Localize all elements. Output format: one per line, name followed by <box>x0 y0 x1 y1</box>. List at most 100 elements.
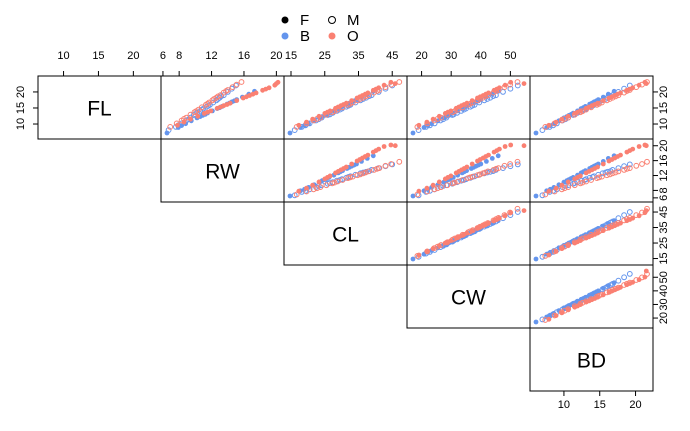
data-point-O-M <box>223 88 230 94</box>
data-point-O-M <box>374 165 380 172</box>
data-point-O-F <box>586 298 592 304</box>
data-point-O-F <box>586 234 592 240</box>
tick-label: 10 <box>658 118 670 130</box>
data-point-O-M <box>388 161 395 167</box>
data-point-O-M <box>331 179 338 186</box>
data-point-O-M <box>639 161 645 167</box>
data-point-O-M <box>588 177 594 183</box>
data-point-O-M <box>467 174 474 181</box>
data-point-O-F <box>456 234 462 240</box>
panel-points <box>533 79 650 136</box>
data-point-B-M <box>514 82 521 89</box>
data-point-O-F <box>627 148 633 154</box>
data-point-O-F <box>636 213 642 219</box>
data-point-O-M <box>490 167 497 173</box>
data-point-O-F <box>250 91 256 97</box>
data-point-O-F <box>615 91 620 97</box>
data-point-O-M <box>209 97 216 104</box>
data-point-O-F <box>565 307 571 313</box>
legend: F M B O <box>281 12 360 45</box>
data-point-O-F <box>615 286 620 291</box>
data-point-O-F <box>469 161 475 167</box>
data-point-O-F <box>592 232 598 237</box>
tick-label: 10 <box>15 118 27 130</box>
data-point-O-F <box>586 169 592 174</box>
data-point-O-F <box>565 113 571 119</box>
data-point-O-M <box>485 168 491 175</box>
variable-label-FL: FL <box>87 98 112 121</box>
data-point-O-F <box>600 161 606 167</box>
data-point-O-M <box>626 165 633 172</box>
data-point-O-M <box>211 96 217 102</box>
data-point-O-F <box>310 116 315 122</box>
data-point-O-F <box>521 208 527 214</box>
data-point-O-M <box>493 165 500 172</box>
data-point-B-M <box>415 127 422 134</box>
data-point-O-M <box>354 172 361 179</box>
tick-label: 15 <box>594 399 606 411</box>
tick-label: 25 <box>319 50 331 62</box>
data-point-O-F <box>521 81 527 86</box>
data-point-O-F <box>553 249 559 254</box>
data-point-B-F <box>547 312 553 318</box>
data-point-B-F <box>179 123 185 128</box>
tick-label: 10 <box>57 50 69 62</box>
data-point-O-F <box>436 243 442 249</box>
data-point-O-M <box>317 184 324 191</box>
tick-label: 20 <box>658 312 670 324</box>
data-point-B-F <box>410 130 416 136</box>
data-point-O-M <box>615 168 622 175</box>
panel-CW-BD <box>529 264 654 329</box>
data-point-O-F <box>310 182 315 188</box>
variable-label-BD: BD <box>577 350 606 373</box>
panel-FL-CL <box>283 75 408 140</box>
panel-points <box>410 142 527 199</box>
data-point-O-F <box>469 98 475 103</box>
data-point-B-F <box>533 193 539 199</box>
data-point-O-F <box>615 222 620 227</box>
data-point-B-M <box>507 85 514 92</box>
data-point-O-M <box>514 79 521 85</box>
variable-label-RW: RW <box>205 161 240 184</box>
tick-label: 30 <box>445 50 457 62</box>
tick-label: 20 <box>629 399 641 411</box>
tick-label: 50 <box>658 271 670 283</box>
panel-points <box>533 268 650 325</box>
panel-FL-CW <box>406 75 531 140</box>
data-point-O-F <box>304 185 309 191</box>
data-point-O-F <box>224 102 230 107</box>
tick-label: 40 <box>475 50 487 62</box>
data-point-O-M <box>633 162 640 169</box>
data-point-O-F <box>609 157 615 162</box>
panel-frame <box>283 138 408 203</box>
data-point-O-M <box>609 170 616 177</box>
data-point-B-M <box>539 316 546 323</box>
data-point-O-F <box>430 182 436 188</box>
panel-RW-RW: RW <box>160 138 285 203</box>
data-point-O-F <box>586 104 592 110</box>
data-point-O-M <box>396 158 403 165</box>
data-point-B-F <box>593 289 599 295</box>
data-point-O-M <box>215 93 221 100</box>
data-point-O-M <box>444 182 451 189</box>
data-point-O-M <box>365 168 372 175</box>
data-point-O-M <box>542 191 549 198</box>
data-point-O-M <box>599 173 605 180</box>
data-point-O-F <box>424 249 430 254</box>
data-point-O-M <box>621 167 627 173</box>
panel-CL-BD <box>529 201 654 266</box>
data-point-B-F <box>410 193 416 199</box>
data-point-O-F <box>477 224 483 230</box>
data-point-O-F <box>559 182 565 188</box>
data-point-O-F <box>461 102 467 107</box>
panel-FL-FL: FL <box>37 75 162 140</box>
data-point-O-F <box>643 143 649 149</box>
data-point-O-M <box>323 182 330 189</box>
data-point-O-M <box>583 178 589 185</box>
data-point-O-F <box>381 144 387 149</box>
data-point-O-F <box>592 296 598 301</box>
data-point-O-F <box>553 185 559 191</box>
data-point-O-F <box>436 179 442 185</box>
data-point-O-F <box>349 98 355 103</box>
data-point-O-F <box>559 246 565 252</box>
